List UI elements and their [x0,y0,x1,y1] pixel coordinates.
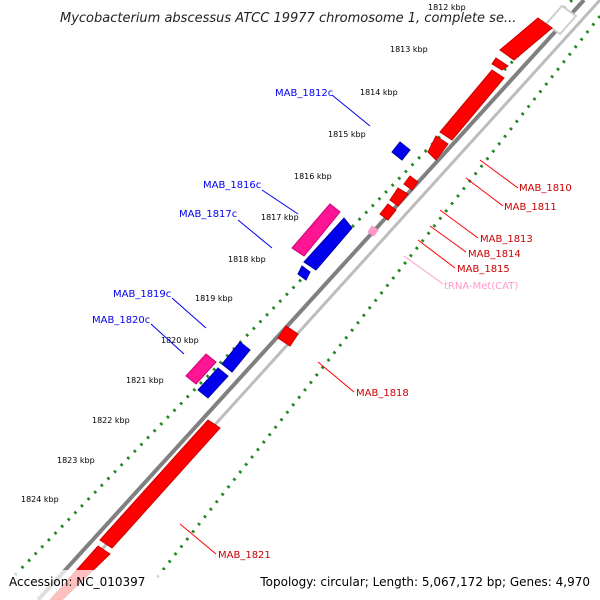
gene-arrow-forward[interactable] [499,17,553,61]
gene-arrow-MAB_1821[interactable] [99,419,221,549]
gene-label-MAB_1814[interactable]: MAB_1814 [468,249,521,260]
gene-label-MAB_1810[interactable]: MAB_1810 [519,183,572,194]
gene-arrow-partial-top[interactable] [544,4,578,36]
gene-label-MAB_1820c[interactable]: MAB_1820c [92,315,150,326]
trna-met-arrow[interactable] [367,225,379,237]
leader-line-MAB_1816c [261,189,299,215]
gene-arrow-MAB_1820c[interactable] [185,353,217,385]
kbp-label-1814: 1814 kbp [360,88,398,97]
gene-label-MAB_1813[interactable]: MAB_1813 [480,234,533,245]
leader-line-MAB_1810 [479,159,519,189]
kbp-label-1819: 1819 kbp [195,294,233,303]
gene-arrow-MAB_1816c[interactable] [291,203,341,257]
map-title: Mycobacterium abscessus ATCC 19977 chrom… [60,11,516,26]
kbp-label-1818: 1818 kbp [228,255,266,264]
kbp-label-1823: 1823 kbp [57,456,95,465]
kbp-label-1820: 1820 kbp [161,336,199,345]
leader-line-tRNA-Met [403,255,444,285]
leader-line-MAB_1811 [465,177,504,207]
gene-arrow-MAB_1818[interactable] [277,325,299,347]
leader-line-MAB_1820c [150,323,185,355]
leader-line-MAB_1814 [429,225,467,253]
accession-text: Accession: NC_010397 [9,575,145,589]
gene-label-MAB_1818[interactable]: MAB_1818 [356,388,409,399]
kbp-label-1816: 1816 kbp [294,172,332,181]
gene-arrow-MAB_1811[interactable] [403,175,419,191]
genome-stats-text: Topology: circular; Length: 5,067,172 bp… [259,575,590,589]
kbp-label-1813: 1813 kbp [390,45,428,54]
gene-arrow-forward[interactable] [439,69,505,141]
gene-label-MAB_1816c[interactable]: MAB_1816c [203,180,261,191]
gene-label-MAB_1815[interactable]: MAB_1815 [457,264,510,275]
gene-arrow-forward[interactable] [491,57,509,71]
leader-line-MAB_1812c [331,94,371,127]
gene-arrow-MAB_1812c[interactable] [391,141,411,161]
inner-dotted-ring [153,15,600,581]
leader-line-MAB_1818 [317,361,355,393]
chromosome-backbone [36,0,586,600]
gene-arrow-MAB_1813[interactable] [389,187,409,207]
kbp-label-1817: 1817 kbp [261,213,299,222]
kbp-label-1822: 1822 kbp [92,416,130,425]
leader-line-MAB_1817c [237,219,273,249]
gene-arrow-MAB_1817c[interactable] [303,217,353,271]
kbp-label-1812: 1812 kbp [428,3,466,12]
kbp-label-1815: 1815 kbp [328,130,366,139]
gene-label-MAB_1811[interactable]: MAB_1811 [504,202,557,213]
leader-line-MAB_1821 [179,523,217,555]
leader-line-MAB_1819c [171,297,207,329]
leader-line-MAB_1813 [439,209,479,239]
gene-label-MAB_1819c[interactable]: MAB_1819c [113,289,171,300]
gene-label-MAB_1817c[interactable]: MAB_1817c [179,209,237,220]
gene-arrow-reverse-small[interactable] [297,265,311,281]
leader-line-MAB_1815 [417,239,456,269]
gene-label-MAB_1812c[interactable]: MAB_1812c [275,88,333,99]
gene-label-MAB_1821[interactable]: MAB_1821 [218,550,271,561]
gene-arrow-MAB_1810[interactable] [427,135,449,161]
footer-backdrop [0,570,600,600]
kbp-label-1821: 1821 kbp [126,376,164,385]
kbp-label-1824: 1824 kbp [21,495,59,504]
gene-label-tRNA-Met[interactable]: tRNA-Met(CAT) [444,281,518,292]
gene-arrow-MAB_1819c[interactable] [221,341,251,373]
gene-arrow-MAB_1814[interactable] [379,203,397,221]
gene-arrow-reverse[interactable] [197,367,229,399]
